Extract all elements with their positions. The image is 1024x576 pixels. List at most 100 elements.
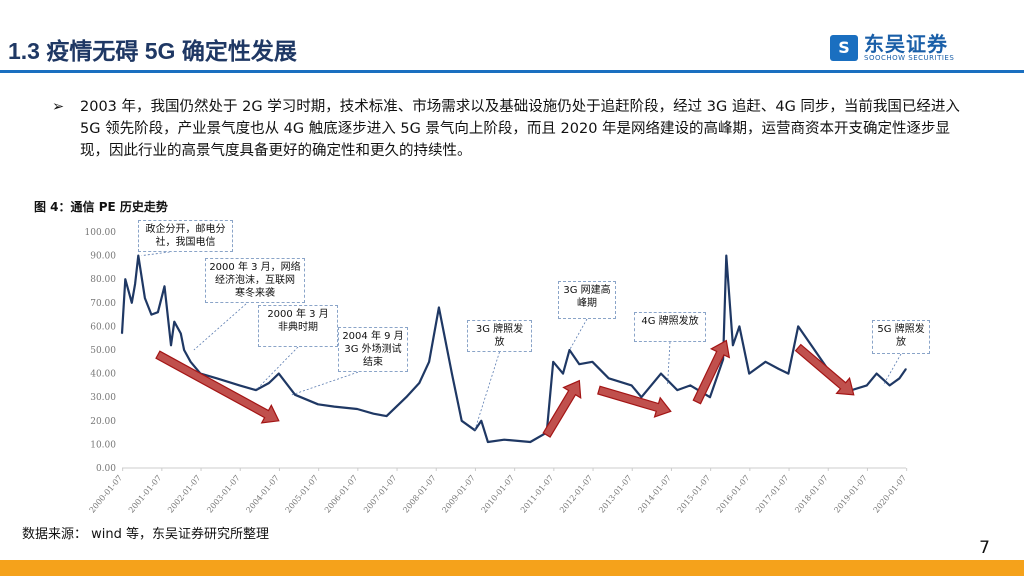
page-title: 1.3 疫情无碍 5G 确定性发展	[8, 38, 297, 64]
data-point	[552, 361, 554, 363]
data-point	[889, 384, 891, 386]
data-point	[216, 377, 218, 379]
company-logo: S 东吴证券 SOOCHOW SECURITIES	[830, 34, 954, 62]
x-tick-label: 2008-01-07	[401, 474, 438, 515]
data-point	[163, 285, 166, 287]
y-tick-label: 70.00	[90, 299, 116, 309]
x-tick-label: 2009-01-07	[440, 474, 477, 515]
y-tick-label: 30.00	[90, 393, 116, 403]
data-point	[660, 373, 662, 375]
data-point	[294, 394, 296, 396]
data-point	[121, 332, 123, 335]
bullet-list: ➢ 2003 年，我国仍然处于 2G 学习时期，技术标准、市场需求以及基础设施仍…	[52, 96, 967, 162]
y-tick-label: 60.00	[90, 322, 116, 332]
y-tick-label: 20.00	[90, 417, 116, 427]
data-point	[591, 361, 594, 363]
logo-text-cn: 东吴证券	[864, 32, 948, 56]
annotation-leader-line	[474, 351, 500, 431]
bullet-arrow-icon: ➢	[52, 99, 65, 115]
x-tick-label: 2019-01-07	[832, 474, 869, 515]
trend-arrow-down-icon	[597, 385, 672, 418]
x-tick-label: 2007-01-07	[362, 474, 399, 515]
data-point	[461, 420, 463, 422]
data-point	[797, 325, 799, 327]
trend-arrow-up-icon	[692, 339, 731, 405]
y-tick-label: 10.00	[90, 440, 116, 450]
data-point	[689, 384, 692, 386]
chart-annotation: 3G 牌照发放	[467, 320, 532, 352]
y-tick-label: 40.00	[90, 370, 116, 380]
data-point	[333, 406, 335, 408]
x-tick-label: 2017-01-07	[754, 474, 791, 515]
data-point	[898, 377, 901, 379]
data-point	[170, 344, 172, 346]
data-point	[568, 349, 571, 351]
chart-annotation: 5G 牌照发放	[872, 320, 930, 354]
data-point	[810, 344, 812, 346]
data-point	[722, 358, 724, 361]
data-point	[725, 255, 727, 257]
annotation-leader-line	[569, 318, 588, 351]
data-point	[157, 311, 159, 313]
data-point	[278, 373, 280, 375]
y-tick-label: 100.00	[85, 228, 117, 238]
data-point	[787, 373, 790, 375]
data-point	[709, 396, 711, 398]
data-point	[438, 306, 440, 309]
x-tick-label: 2000-01-07	[88, 474, 125, 515]
x-tick-label: 2001-01-07	[127, 474, 164, 515]
data-point	[764, 361, 767, 363]
data-point	[451, 373, 453, 375]
x-tick-label: 2015-01-07	[676, 474, 713, 515]
data-point	[480, 420, 482, 422]
data-point	[529, 441, 531, 443]
data-point	[372, 413, 375, 415]
data-point	[386, 415, 388, 417]
data-point	[150, 314, 152, 316]
x-tick-label: 2003-01-07	[205, 474, 242, 515]
data-point	[317, 403, 319, 405]
data-point	[173, 321, 175, 323]
data-point	[239, 384, 241, 386]
data-point	[134, 283, 136, 285]
x-tick-label: 2011-01-07	[519, 474, 556, 515]
chart-annotation: 2000 年 3 月 非典时期	[258, 305, 338, 347]
trend-arrow-up-icon	[542, 379, 582, 438]
data-point	[487, 441, 489, 443]
data-point	[131, 302, 133, 304]
logo-text-en: SOOCHOW SECURITIES	[864, 54, 955, 62]
x-tick-label: 2012-01-07	[558, 474, 595, 515]
y-tick-label: 90.00	[90, 252, 116, 262]
x-tick-label: 2013-01-07	[597, 474, 634, 515]
y-tick-label: 0.00	[96, 464, 116, 474]
data-point	[578, 363, 580, 365]
x-tick-label: 2004-01-07	[244, 474, 281, 515]
bullet-text: 2003 年，我国仍然处于 2G 学习时期，技术标准、市场需求以及基础设施仍处于…	[80, 99, 960, 159]
data-point	[738, 325, 741, 327]
data-point	[405, 396, 407, 398]
data-point	[905, 368, 907, 370]
trend-arrow-down-icon	[794, 343, 855, 396]
data-point	[190, 361, 192, 363]
x-tick-label: 2018-01-07	[793, 474, 830, 515]
footer-bar	[0, 560, 1024, 576]
page-number: 7	[979, 538, 990, 558]
data-point	[255, 389, 257, 391]
annotation-leader-line	[667, 341, 671, 386]
data-point	[428, 361, 430, 363]
data-point	[183, 349, 185, 351]
data-point	[778, 368, 780, 370]
data-point	[144, 297, 146, 299]
y-tick-label: 50.00	[90, 346, 116, 356]
bullet-item: ➢ 2003 年，我国仍然处于 2G 学习时期，技术标准、市场需求以及基础设施仍…	[52, 96, 967, 162]
data-point	[356, 408, 358, 410]
data-point	[268, 382, 270, 384]
y-tick-label: 80.00	[90, 275, 116, 285]
x-tick-label: 2006-01-07	[323, 474, 360, 515]
x-tick-label: 2010-01-07	[480, 474, 517, 515]
chart-annotation: 4G 牌照发放	[634, 312, 706, 342]
data-point	[562, 373, 564, 375]
data-point	[124, 278, 126, 280]
data-point	[631, 384, 633, 386]
